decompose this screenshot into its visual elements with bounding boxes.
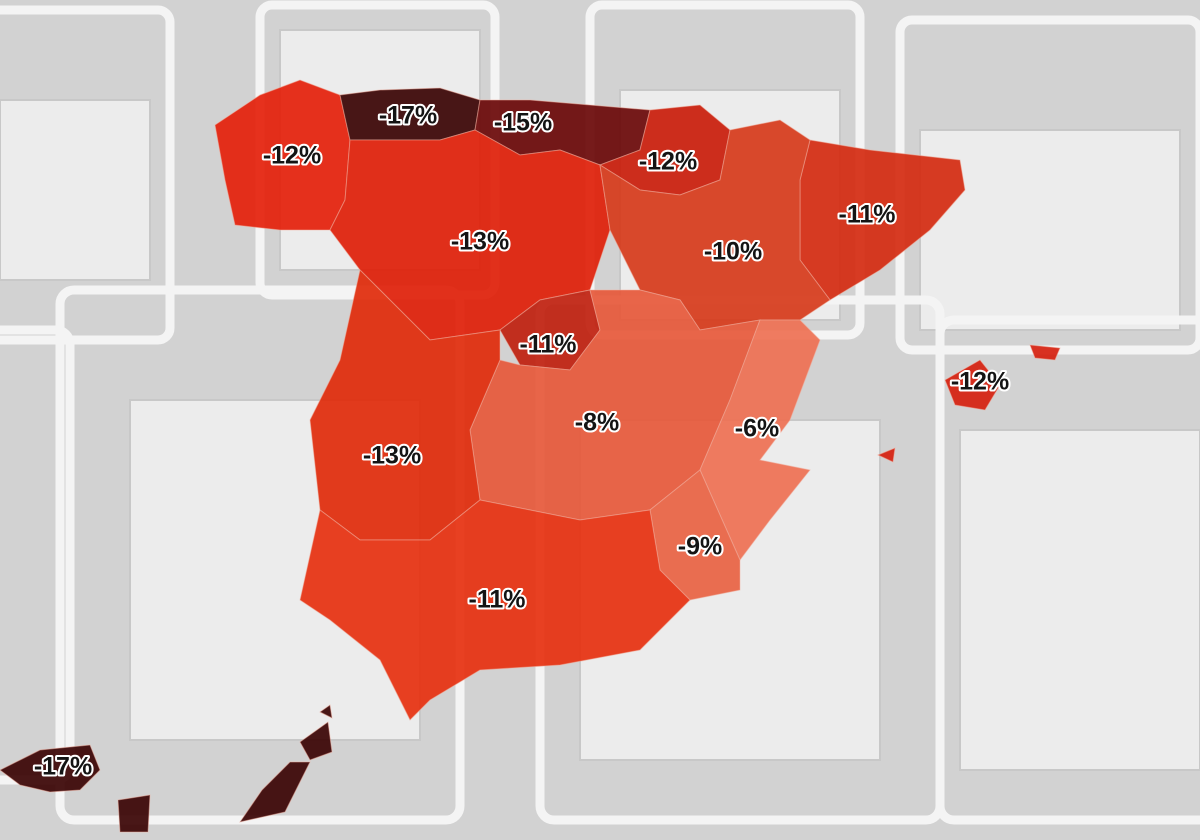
region-shape xyxy=(876,447,896,463)
region-label: -11% xyxy=(469,586,526,614)
region-label: -11% xyxy=(839,201,896,229)
region-label: -11% xyxy=(520,331,577,359)
region-label: -8% xyxy=(575,409,619,437)
region-label: -13% xyxy=(363,442,421,470)
region-label: -17% xyxy=(34,753,92,781)
region xyxy=(299,499,691,721)
region-label: -13% xyxy=(451,228,509,256)
region-label: -15% xyxy=(494,109,552,137)
region-shape xyxy=(699,319,821,561)
region-shape xyxy=(319,704,333,719)
region xyxy=(0,704,333,833)
region-label: -10% xyxy=(704,238,762,266)
region-shape xyxy=(1029,344,1061,361)
region-shape xyxy=(0,744,101,793)
regions xyxy=(0,79,1061,833)
labels: -12% -17% -15% -12% -11% -13% -10% -11% -8% -6% -1… xyxy=(32,100,1011,783)
region-shape xyxy=(299,499,691,721)
region-shape xyxy=(238,761,311,823)
region-label: -12% xyxy=(951,368,1009,396)
region-label: -12% xyxy=(263,142,321,170)
region xyxy=(876,344,1061,463)
region-shape xyxy=(944,359,1001,411)
region xyxy=(699,319,821,561)
region-label: -12% xyxy=(639,148,697,176)
region-label: -9% xyxy=(678,533,722,561)
region-shape xyxy=(117,794,151,833)
region-label: -6% xyxy=(735,415,779,443)
region-shape xyxy=(299,721,333,761)
region-label: -17% xyxy=(379,102,437,130)
